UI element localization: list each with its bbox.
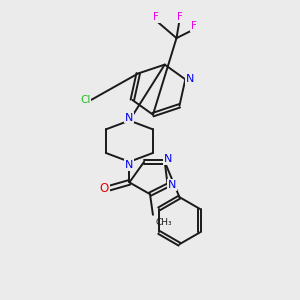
Text: N: N [125, 160, 134, 170]
Text: CH₃: CH₃ [156, 218, 172, 227]
Text: N: N [168, 180, 176, 190]
Text: F: F [153, 13, 159, 22]
Text: N: N [125, 112, 134, 123]
Text: F: F [191, 21, 197, 31]
Text: N: N [164, 154, 172, 164]
Text: N: N [186, 74, 194, 84]
Text: O: O [100, 182, 109, 195]
Text: F: F [176, 13, 182, 22]
Text: Cl: Cl [80, 95, 90, 105]
